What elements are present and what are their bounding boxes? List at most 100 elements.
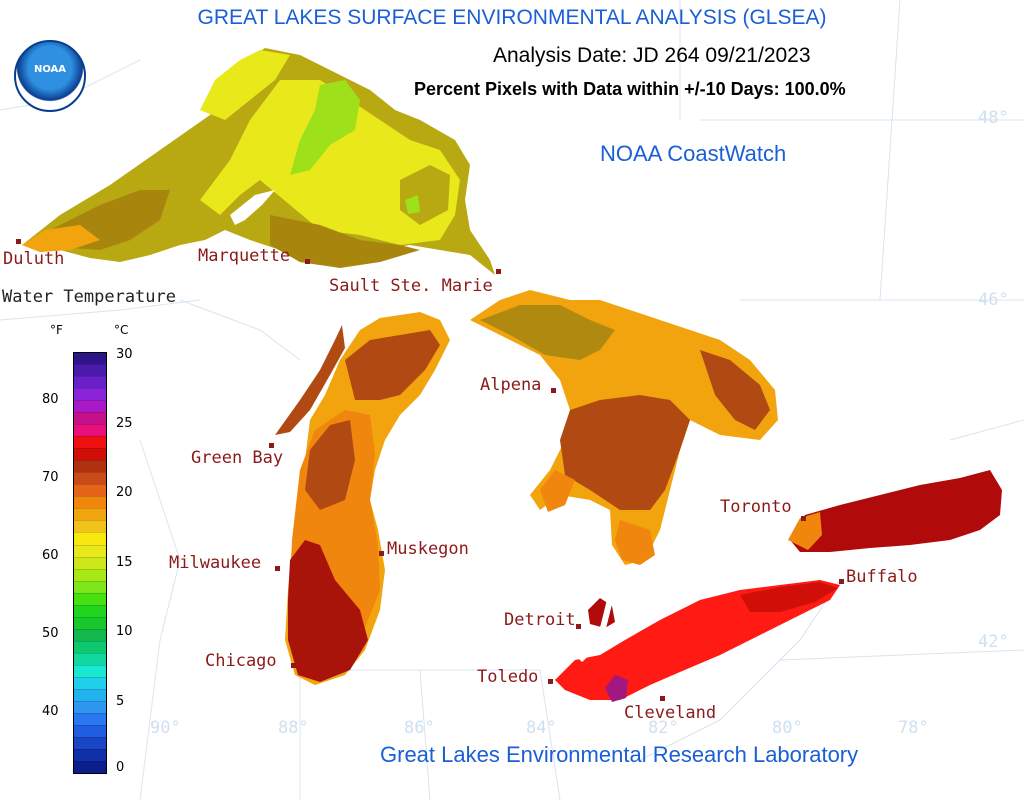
city-marker-toledo [548,679,553,684]
superior-orange-tip [22,225,100,252]
color-bar-step [74,604,106,617]
color-bar-step [74,737,106,750]
color-bar-step [74,448,106,461]
michigan-red-south [288,540,368,682]
superior-dark-south [270,215,420,268]
tick-f-50: 50 [42,626,59,641]
color-bar-step [74,592,106,605]
niagara-river [827,554,838,581]
city-marker-green-bay [269,443,274,448]
green-bay [275,325,345,435]
color-bar-step [74,568,106,581]
lon-label-86: 86° [404,718,435,738]
tick-c-25: 25 [116,416,133,431]
color-bar-step [74,761,106,774]
tick-c-20: 20 [116,485,133,500]
city-marker-sault-ste-marie [496,269,501,274]
city-label-marquette: Marquette [198,246,291,266]
color-bar-step [74,412,106,425]
city-label-duluth: Duluth [3,249,65,269]
color-bar-step [74,712,106,725]
color-bar-step [74,532,106,545]
city-label-milwaukee: Milwaukee [169,553,262,573]
superior-yellow [200,80,460,245]
color-bar-step [74,616,106,629]
tick-c-15: 15 [116,555,133,570]
lake-michigan [275,312,450,685]
color-bar-step [74,460,106,473]
lake-huron [470,290,778,565]
city-marker-duluth [16,239,21,244]
noaa-logo-text: NOAA [33,64,67,75]
ontario-base [790,470,1002,552]
city-marker-cleveland [660,696,665,701]
erie-purple [605,675,628,702]
coastwatch-label: NOAA CoastWatch [600,141,787,166]
color-bar-step [74,364,106,377]
huron-south [615,520,655,565]
color-bar-step [74,388,106,401]
city-label-alpena: Alpena [480,375,542,395]
city-label-toledo: Toledo [477,667,539,687]
tick-c-10: 10 [116,624,133,639]
city-label-cleveland: Cleveland [624,703,717,723]
color-bar-step [74,580,106,593]
lon-label-80: 80° [772,718,803,738]
color-bar-step [74,472,106,485]
tick-f-80: 80 [42,392,59,407]
color-bar-step [74,496,106,509]
lon-label-78: 78° [898,718,929,738]
color-bar-step [74,376,106,389]
analysis-date: Analysis Date: JD 264 09/21/2023 [493,44,811,67]
lat-label-48: 48° [978,108,1009,128]
lon-label-90: 90° [150,718,181,738]
legend-title: Water Temperature [2,287,176,307]
lon-label-84: 84° [526,718,557,738]
city-marker-toronto [801,516,806,521]
lat-label-42: 42° [978,632,1009,652]
color-bar-step [74,700,106,713]
city-label-buffalo: Buffalo [846,567,918,587]
city-label-detroit: Detroit [504,610,576,630]
color-bar [73,352,107,774]
color-bar-step [74,400,106,413]
ontario-orange-west [788,512,822,550]
georgian-bay [700,350,770,430]
color-bar-step [74,520,106,533]
tick-f-70: 70 [42,470,59,485]
color-bar-step [74,688,106,701]
color-bar-step [74,749,106,762]
color-bar-step [74,424,106,437]
color-bar-step [74,724,106,737]
city-marker-alpena [551,388,556,393]
lake-ontario [788,470,1002,552]
legend-unit-c: °C [114,323,129,337]
color-bar-step [74,652,106,665]
city-label-sault-ste-marie: Sault Ste. Marie [329,276,493,296]
color-bar-step [74,664,106,677]
lon-label-82: 82° [648,718,679,738]
color-bar-step [74,484,106,497]
city-marker-detroit [576,624,581,629]
color-bar-step [74,628,106,641]
city-label-chicago: Chicago [205,651,277,671]
color-bar-step [74,436,106,449]
color-bar-step [74,508,106,521]
saginaw-bay [540,470,575,512]
color-bar-step [74,556,106,569]
city-label-muskegon: Muskegon [387,539,469,559]
city-label-toronto: Toronto [720,497,792,517]
color-bar-step [74,676,106,689]
keweenaw [230,190,275,225]
legend-unit-f: °F [50,323,63,337]
huron-brown-main [560,395,690,510]
michigan-brown-mid [305,420,355,510]
city-marker-buffalo [839,579,844,584]
huron-olive-north [480,305,615,360]
city-label-green-bay: Green Bay [191,448,284,468]
city-marker-marquette [305,259,310,264]
city-marker-chicago [291,663,296,668]
michigan-brown-north [345,330,440,400]
city-marker-milwaukee [275,566,280,571]
tick-c-5: 5 [116,694,125,709]
